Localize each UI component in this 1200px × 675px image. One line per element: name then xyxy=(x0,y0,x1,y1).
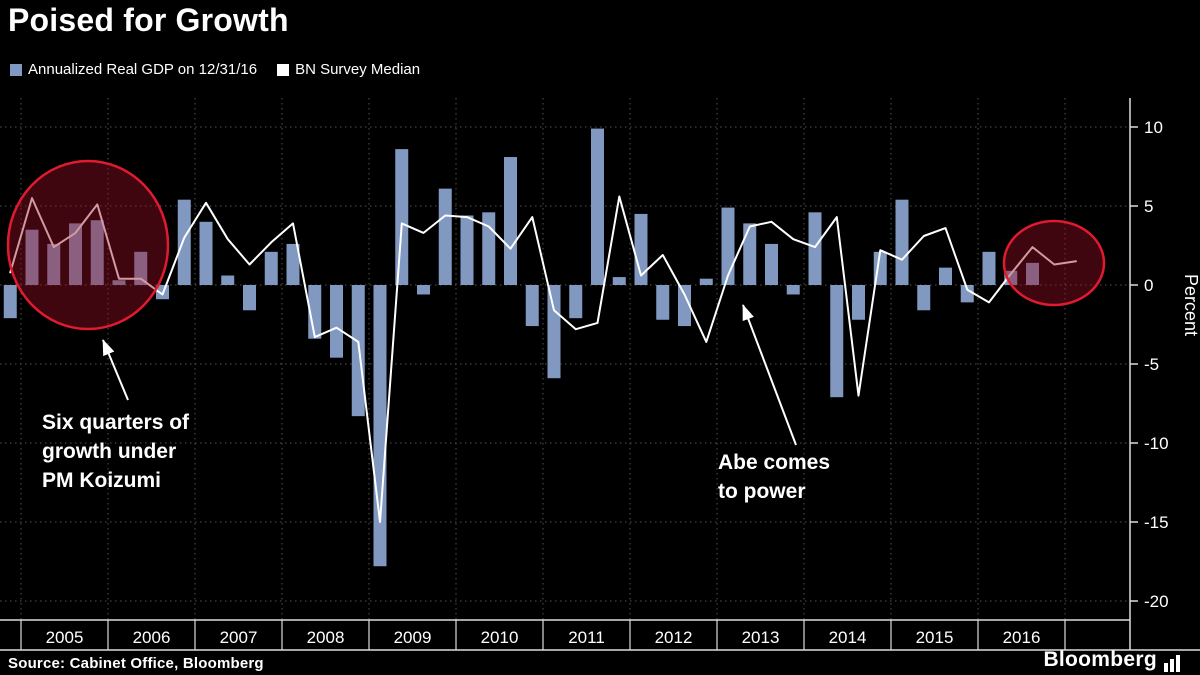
svg-text:2011: 2011 xyxy=(568,628,605,647)
svg-text:-15: -15 xyxy=(1144,513,1169,532)
source-credit: Source: Cabinet Office, Bloomberg xyxy=(8,655,264,672)
koizumi-annotation-line: PM Koizumi xyxy=(42,469,161,492)
koizumi-annotation-line: growth under xyxy=(42,440,177,463)
abe-annotation-line: to power xyxy=(718,480,806,503)
svg-text:2006: 2006 xyxy=(133,628,171,647)
legend: Annualized Real GDP on 12/31/16 BN Surve… xyxy=(10,61,420,78)
abe-annotation-line: Abe comes xyxy=(718,451,831,474)
legend-item-gdp: Annualized Real GDP on 12/31/16 xyxy=(10,61,257,78)
bloomberg-wordmark: Bloomberg xyxy=(1043,648,1157,671)
svg-text:0: 0 xyxy=(1144,276,1153,295)
koizumi-annotation-line: Six quarters of xyxy=(42,411,190,434)
svg-text:Percent: Percent xyxy=(1181,274,1200,336)
svg-text:2012: 2012 xyxy=(655,628,693,647)
svg-text:2014: 2014 xyxy=(829,628,867,647)
svg-text:2008: 2008 xyxy=(307,628,345,647)
koizumi-annotation: Six quarters of growth under PM Koizumi xyxy=(42,408,189,495)
legend-survey-label: BN Survey Median xyxy=(295,61,421,78)
svg-text:10: 10 xyxy=(1144,118,1163,137)
chart-title: Poised for Growth xyxy=(8,2,289,38)
svg-text:2009: 2009 xyxy=(394,628,432,647)
bloomberg-bars-icon xyxy=(1164,655,1180,672)
svg-text:2016: 2016 xyxy=(1003,628,1041,647)
svg-text:5: 5 xyxy=(1144,197,1153,216)
svg-text:2013: 2013 xyxy=(742,628,780,647)
legend-item-survey: BN Survey Median xyxy=(277,61,420,78)
bloomberg-logo: Bloomberg xyxy=(1043,648,1184,672)
survey-swatch-icon xyxy=(277,63,290,76)
svg-text:-20: -20 xyxy=(1144,592,1169,611)
svg-text:-10: -10 xyxy=(1144,434,1169,453)
svg-text:-5: -5 xyxy=(1144,355,1159,374)
abe-annotation: Abe comes to power xyxy=(718,448,830,506)
svg-text:2015: 2015 xyxy=(916,628,954,647)
legend-gdp-label: Annualized Real GDP on 12/31/16 xyxy=(28,61,258,78)
svg-text:2007: 2007 xyxy=(220,628,258,647)
gdp-swatch-icon xyxy=(10,63,22,76)
svg-text:2005: 2005 xyxy=(46,628,84,647)
svg-text:2010: 2010 xyxy=(481,628,519,647)
